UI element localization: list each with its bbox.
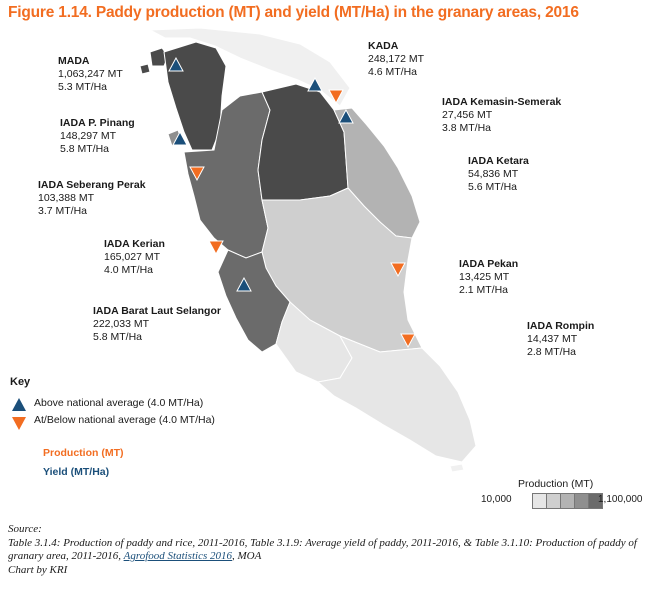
region-langkawi — [139, 63, 151, 75]
marker-kemasin-below-icon — [328, 89, 344, 105]
scale-step — [547, 494, 561, 508]
scale-bar — [532, 493, 603, 509]
marker-seberang-below-icon — [189, 166, 205, 182]
label-rompin: IADA Rompin 14,437 MT 2.8 MT/Ha — [527, 320, 594, 359]
area-yield: 2.1 MT/Ha — [459, 284, 509, 296]
key-above-icon — [12, 398, 26, 411]
key-yield-label: Yield (MT/Ha) — [43, 466, 110, 478]
scale-step — [575, 494, 589, 508]
area-name: MADA — [58, 55, 90, 67]
area-name: IADA Ketara — [468, 155, 529, 167]
key-below-icon — [12, 417, 26, 430]
area-yield: 2.8 MT/Ha — [527, 346, 577, 358]
region-johor — [316, 335, 477, 463]
figure-title: Figure 1.14. Paddy production (MT) and y… — [8, 4, 579, 21]
marker-pekan-below-icon — [390, 262, 406, 278]
scale-max: 1,100,000 — [598, 494, 643, 505]
area-yield: 3.7 MT/Ha — [38, 205, 88, 217]
marker-kerian-below-icon — [208, 240, 224, 256]
marker-ketara-above-icon — [338, 108, 354, 124]
area-yield: 4.6 MT/Ha — [368, 66, 418, 78]
label-ketara: IADA Ketara 54,836 MT 5.6 MT/Ha — [468, 155, 529, 194]
area-yield: 5.6 MT/Ha — [468, 181, 518, 193]
area-production: 103,388 MT — [38, 192, 95, 204]
scale-title: Production (MT) — [518, 478, 594, 490]
area-production: 13,425 MT — [459, 271, 510, 283]
source-link[interactable]: Agrofood Statistics 2016 — [123, 550, 232, 562]
label-pinang: IADA P. Pinang 148,297 MT 5.8 MT/Ha — [60, 117, 135, 156]
scale-step — [561, 494, 575, 508]
area-production: 222,033 MT — [93, 318, 150, 330]
area-yield: 4.0 MT/Ha — [104, 264, 154, 276]
area-name: IADA Pekan — [459, 258, 519, 270]
source-label: Source: — [8, 523, 42, 535]
marker-kada-above-icon — [307, 76, 323, 92]
area-production: 148,297 MT — [60, 130, 117, 142]
key-title: Key — [10, 376, 31, 388]
area-yield: 5.8 MT/Ha — [93, 331, 143, 343]
area-name: IADA Kerian — [104, 238, 165, 250]
area-name: IADA P. Pinang — [60, 117, 135, 129]
key-production-label: Production (MT) — [43, 447, 124, 459]
scale-step — [589, 494, 602, 508]
key-above-label: Above national average (4.0 MT/Ha) — [34, 396, 204, 409]
label-bls: IADA Barat Laut Selangor 222,033 MT 5.8 … — [93, 305, 221, 344]
scale-min: 10,000 — [481, 494, 512, 505]
area-production: 54,836 MT — [468, 168, 519, 180]
area-yield: 5.3 MT/Ha — [58, 81, 108, 93]
source-note: Source: Table 3.1.4: Production of paddy… — [8, 523, 663, 577]
area-yield: 5.8 MT/Ha — [60, 143, 110, 155]
source-text: Table 3.1.4: Production of paddy and ric… — [8, 537, 663, 564]
area-production: 248,172 MT — [368, 53, 425, 65]
source-text-2: , MOA — [231, 550, 262, 562]
area-name: KADA — [368, 40, 399, 52]
area-name: IADA Kemasin-Semerak — [442, 96, 562, 108]
area-yield: 3.8 MT/Ha — [442, 122, 492, 134]
key-below-label: At/Below national average (4.0 MT/Ha) — [34, 413, 215, 426]
label-kerian: IADA Kerian 165,027 MT 4.0 MT/Ha — [104, 238, 165, 277]
label-mada: MADA 1,063,247 MT 5.3 MT/Ha — [58, 55, 123, 94]
region-singapore — [449, 463, 465, 473]
marker-rompin-below-icon — [400, 333, 416, 349]
area-production: 14,437 MT — [527, 333, 578, 345]
label-kemasin: IADA Kemasin-Semerak 27,456 MT 3.8 MT/Ha — [442, 96, 561, 135]
scale-step — [533, 494, 547, 508]
marker-mada-above-icon — [168, 56, 184, 72]
area-name: IADA Rompin — [527, 320, 595, 332]
area-production: 165,027 MT — [104, 251, 161, 263]
label-kada: KADA 248,172 MT 4.6 MT/Ha — [368, 40, 424, 79]
area-production: 27,456 MT — [442, 109, 493, 121]
area-name: IADA Seberang Perak — [38, 179, 146, 191]
label-pekan: IADA Pekan 13,425 MT 2.1 MT/Ha — [459, 258, 518, 297]
chart-credit: Chart by KRI — [8, 563, 68, 576]
marker-bls-above-icon — [236, 276, 252, 292]
label-seberang: IADA Seberang Perak 103,388 MT 3.7 MT/Ha — [38, 179, 146, 218]
key-legend: Key Above national average (4.0 MT/Ha) A… — [10, 376, 215, 428]
source-text-1: Table 3.1.4: Production of paddy and ric… — [8, 536, 637, 563]
area-name: IADA Barat Laut Selangor — [93, 305, 221, 317]
marker-pinang-above-icon — [172, 130, 188, 146]
area-production: 1,063,247 MT — [58, 68, 123, 80]
